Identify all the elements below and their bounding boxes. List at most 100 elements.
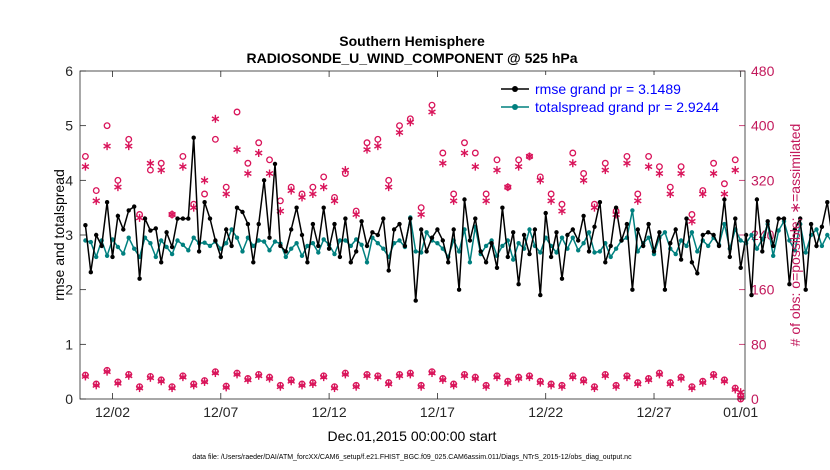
obs-assimilated-marker xyxy=(168,384,176,393)
obs-assimilated-marker xyxy=(363,371,371,380)
y-tick-label-left: 0 xyxy=(65,391,73,407)
rmse-point xyxy=(375,232,380,238)
obs-assimilated-marker xyxy=(374,142,382,151)
x-tick-label: 12/22 xyxy=(528,404,563,420)
rmse-point xyxy=(787,282,792,287)
obs-assimilated-marker xyxy=(179,373,187,382)
rmse-point xyxy=(435,227,440,232)
rmse-point xyxy=(798,216,803,221)
totalspread-point xyxy=(126,235,131,240)
totalspread-point xyxy=(803,250,808,255)
totalspread-point xyxy=(289,246,294,251)
obs-assimilated-marker xyxy=(179,162,187,171)
obs-assimilated-marker xyxy=(493,373,501,382)
rmse-point xyxy=(175,216,180,221)
obs-possible-marker xyxy=(417,204,425,212)
rmse-point xyxy=(771,243,776,249)
rmse-point xyxy=(278,243,283,249)
obs-assimilated-marker xyxy=(503,183,512,192)
rmse-point xyxy=(776,216,781,221)
obs-possible-marker xyxy=(309,183,317,191)
rmse-point xyxy=(364,243,370,249)
rmse-point xyxy=(169,244,175,250)
obs-assimilated-marker xyxy=(482,382,490,391)
obs-possible-marker xyxy=(731,156,739,164)
obs-possible-marker xyxy=(515,156,523,164)
obs-possible-marker xyxy=(114,176,122,184)
obs-assimilated-marker xyxy=(189,203,198,212)
rmse-point xyxy=(825,200,830,205)
totalspread-point xyxy=(94,254,99,260)
obs-assimilated-marker xyxy=(514,162,523,171)
rmse-point xyxy=(83,223,88,228)
obs-assimilated-marker xyxy=(309,190,317,198)
totalspread-point xyxy=(359,242,364,247)
obs-assimilated-marker xyxy=(200,377,209,386)
totalspread-point xyxy=(180,242,186,247)
rmse-series xyxy=(83,135,830,303)
obs-assimilated-marker xyxy=(449,381,458,390)
legend-rmse-marker xyxy=(512,86,518,92)
obs-possible-marker xyxy=(233,108,241,116)
rmse-point xyxy=(316,243,321,249)
rmse-point xyxy=(473,216,478,221)
rmse-point xyxy=(153,226,158,231)
totalspread-point xyxy=(234,235,240,240)
totalspread-point xyxy=(592,250,597,255)
rmse-point xyxy=(326,246,332,251)
rmse-point xyxy=(781,216,787,221)
rmse-point xyxy=(402,243,408,249)
rmse-point xyxy=(613,205,619,210)
obs-assimilated-marker xyxy=(525,373,534,382)
obs-assimilated-marker xyxy=(298,381,306,390)
rmse-point xyxy=(456,287,462,292)
obs-assimilated-marker xyxy=(698,378,707,387)
rmse-point xyxy=(224,227,229,232)
legend: rmse grand pr = 3.1489 totalspread grand… xyxy=(494,75,740,119)
totalspread-point xyxy=(483,243,489,249)
rmse-point xyxy=(727,254,732,260)
rmse-point xyxy=(348,260,353,265)
totalspread-point xyxy=(559,235,565,240)
rmse-point xyxy=(132,204,137,209)
rmse-point xyxy=(662,287,668,292)
obs-assimilated-marker xyxy=(265,169,274,178)
rmse-point xyxy=(354,249,359,254)
rmse-point xyxy=(310,221,316,227)
obs-possible-marker xyxy=(255,139,263,147)
obs-assimilated-marker xyxy=(601,166,610,175)
obs-assimilated-marker xyxy=(146,373,155,382)
rmse-point xyxy=(716,243,722,249)
obs-assimilated-marker xyxy=(655,169,664,178)
rmse-point xyxy=(88,270,94,275)
totalspread-point xyxy=(186,248,191,253)
obs-assimilated-marker xyxy=(352,210,360,219)
obs-assimilated-marker xyxy=(688,217,696,226)
totalspread-point xyxy=(814,227,819,232)
totalspread-point xyxy=(673,251,678,257)
totalspread-point xyxy=(576,248,581,253)
obs-assimilated-marker xyxy=(688,384,696,393)
obs-assimilated-marker xyxy=(514,374,523,383)
totalspread-point xyxy=(825,232,830,238)
obs-possible-marker xyxy=(92,187,100,195)
rmse-point xyxy=(494,265,500,270)
obs-assimilated-marker xyxy=(460,371,469,380)
obs-assimilated-marker xyxy=(146,159,155,168)
totalspread-point xyxy=(316,250,321,255)
y-tick-label-right: 400 xyxy=(751,118,775,134)
rmse-point xyxy=(137,276,142,281)
rmse-point xyxy=(819,224,825,229)
obs-assimilated-marker xyxy=(298,193,306,202)
obs-possible-marker xyxy=(81,152,89,160)
totalspread-point xyxy=(132,246,137,251)
totalspread-point xyxy=(159,238,164,243)
rmse-point xyxy=(695,271,700,276)
obs-assimilated-marker xyxy=(265,374,274,383)
totalspread-point xyxy=(787,238,792,243)
rmse-point xyxy=(711,232,716,238)
y-axis-label-left: rmse and totalspread xyxy=(51,169,67,301)
obs-possible-marker xyxy=(547,190,555,198)
